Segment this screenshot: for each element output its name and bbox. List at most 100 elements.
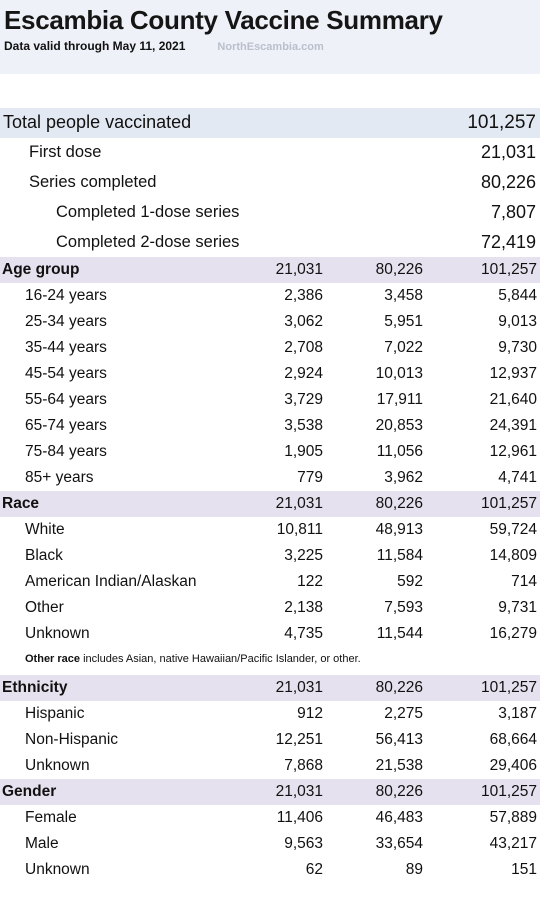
first-dose-value: 21,031 xyxy=(480,142,536,163)
first-dose-cell: 12,251 xyxy=(275,730,323,748)
ethnicity-header: Ethnicity 21,031 80,226 101,257 xyxy=(0,674,540,701)
first-dose-total: 21,031 xyxy=(275,678,323,696)
table-row: 75-84 years 1,905 11,056 12,961 xyxy=(0,439,540,465)
table-row: 85+ years 779 3,962 4,741 xyxy=(0,465,540,491)
table-row: Black 3,225 11,584 14,809 xyxy=(0,543,540,569)
total-cell: 9,013 xyxy=(498,312,537,330)
series-cell: 3,962 xyxy=(384,468,423,486)
series-cell: 11,584 xyxy=(376,546,423,564)
series-cell: 17,911 xyxy=(376,390,423,408)
total-cell: 24,391 xyxy=(489,416,537,434)
source-watermark: NorthEscambia.com xyxy=(217,41,324,53)
first-dose-total: 21,031 xyxy=(275,782,323,800)
first-dose-total: 21,031 xyxy=(275,260,323,278)
series-cell: 5,951 xyxy=(384,312,423,330)
total-vaccinated-row: Total people vaccinated 101,257 xyxy=(0,108,540,138)
row-label: 85+ years xyxy=(25,468,94,486)
table-row: Hispanic 912 2,275 3,187 xyxy=(0,701,540,727)
first-dose-cell: 4,735 xyxy=(284,624,323,642)
total-cell: 16,279 xyxy=(489,624,537,642)
series-completed-row: Series completed 80,226 xyxy=(0,168,540,198)
total-cell: 21,640 xyxy=(489,390,537,408)
section-title: Ethnicity xyxy=(2,678,68,696)
total-cell: 59,724 xyxy=(489,520,537,538)
age-group-header: Age group 21,031 80,226 101,257 xyxy=(0,256,540,283)
table-row: Female 11,406 46,483 57,889 xyxy=(0,805,540,831)
first-dose-cell: 10,811 xyxy=(276,520,323,538)
total-cell: 12,961 xyxy=(489,442,537,460)
first-dose-cell: 912 xyxy=(297,704,323,722)
series-cell: 10,013 xyxy=(375,364,423,382)
first-dose-cell: 7,868 xyxy=(284,756,323,774)
row-label: 45-54 years xyxy=(25,364,107,382)
first-dose-cell: 62 xyxy=(305,860,323,878)
total-cell: 57,889 xyxy=(489,808,537,826)
table-row: Unknown 7,868 21,538 29,406 xyxy=(0,753,540,779)
first-dose-row: First dose 21,031 xyxy=(0,138,540,168)
page-title: Escambia County Vaccine Summary xyxy=(4,5,443,35)
series-cell: 7,593 xyxy=(384,598,423,616)
gender-section: Gender 21,031 80,226 101,257 Female 11,40… xyxy=(0,778,540,883)
two-dose-value: 72,419 xyxy=(480,231,536,252)
first-dose-total: 21,031 xyxy=(275,494,323,512)
race-footnote: Other race includes Asian, native Hawaii… xyxy=(0,647,540,675)
table-row: 35-44 years 2,708 7,022 9,730 xyxy=(0,335,540,361)
row-label: Male xyxy=(25,834,59,852)
footnote-bold: Other race xyxy=(25,652,81,665)
row-label: 25-34 years xyxy=(25,312,107,330)
table-row: 16-24 years 2,386 3,458 5,844 xyxy=(0,283,540,309)
first-dose-cell: 3,538 xyxy=(284,416,323,434)
total-cell: 4,741 xyxy=(498,468,537,486)
table-row: 45-54 years 2,924 10,013 12,937 xyxy=(0,361,540,387)
row-label: Unknown xyxy=(25,756,90,774)
series-total: 80,226 xyxy=(375,260,423,278)
section-title: Race xyxy=(2,494,40,512)
series-cell: 48,913 xyxy=(375,520,423,538)
footnote-text: includes Asian, native Hawaiian/Pacific … xyxy=(80,652,361,665)
gender-header: Gender 21,031 80,226 101,257 xyxy=(0,778,540,805)
one-dose-row: Completed 1-dose series 7,807 xyxy=(0,197,540,227)
race-section: Race 21,031 80,226 101,257 White 10,811 48… xyxy=(0,490,540,675)
series-cell: 20,853 xyxy=(375,416,423,434)
row-label: American Indian/Alaskan xyxy=(25,572,197,590)
row-label: 65-74 years xyxy=(25,416,107,434)
one-dose-value: 7,807 xyxy=(490,201,536,222)
series-cell: 46,483 xyxy=(375,808,423,826)
total-vaccinated-value: 101,257 xyxy=(467,111,536,133)
first-dose-label: First dose xyxy=(29,143,102,162)
series-cell: 11,056 xyxy=(376,442,423,460)
two-dose-label: Completed 2-dose series xyxy=(56,232,240,251)
race-header: Race 21,031 80,226 101,257 xyxy=(0,490,540,517)
series-total: 80,226 xyxy=(375,678,423,696)
total-cell: 12,937 xyxy=(489,364,537,382)
header: Escambia County Vaccine Summary Data val… xyxy=(0,0,540,74)
row-label: Non-Hispanic xyxy=(25,730,119,748)
table-row: Non-Hispanic 12,251 56,413 68,664 xyxy=(0,727,540,753)
row-label: White xyxy=(25,520,65,538)
row-label: 75-84 years xyxy=(25,442,107,460)
overall-total: 101,257 xyxy=(480,782,537,800)
total-cell: 68,664 xyxy=(489,730,537,748)
table-row: White 10,811 48,913 59,724 xyxy=(0,517,540,543)
overall-total: 101,257 xyxy=(480,260,537,278)
total-cell: 29,406 xyxy=(489,756,537,774)
first-dose-cell: 11,406 xyxy=(276,808,323,826)
overall-total: 101,257 xyxy=(480,678,537,696)
table-row: 65-74 years 3,538 20,853 24,391 xyxy=(0,413,540,439)
total-cell: 9,731 xyxy=(498,598,537,616)
series-cell: 592 xyxy=(397,572,423,590)
section-title: Gender xyxy=(2,782,57,800)
summary-block: Total people vaccinated 101,257 First do… xyxy=(0,108,540,257)
table-row: Other 2,138 7,593 9,731 xyxy=(0,595,540,621)
series-cell: 56,413 xyxy=(375,730,423,748)
first-dose-cell: 3,062 xyxy=(284,312,323,330)
total-cell: 5,844 xyxy=(498,286,537,304)
row-label: Female xyxy=(25,808,77,826)
age-group-section: Age group 21,031 80,226 101,257 16-24 ye… xyxy=(0,256,540,491)
table-row: 25-34 years 3,062 5,951 9,013 xyxy=(0,309,540,335)
first-dose-cell: 3,225 xyxy=(284,546,323,564)
table-row: 55-64 years 3,729 17,911 21,640 xyxy=(0,387,540,413)
ethnicity-section: Ethnicity 21,031 80,226 101,257 Hispanic… xyxy=(0,674,540,779)
total-cell: 714 xyxy=(511,572,537,590)
section-title: Age group xyxy=(2,260,80,278)
